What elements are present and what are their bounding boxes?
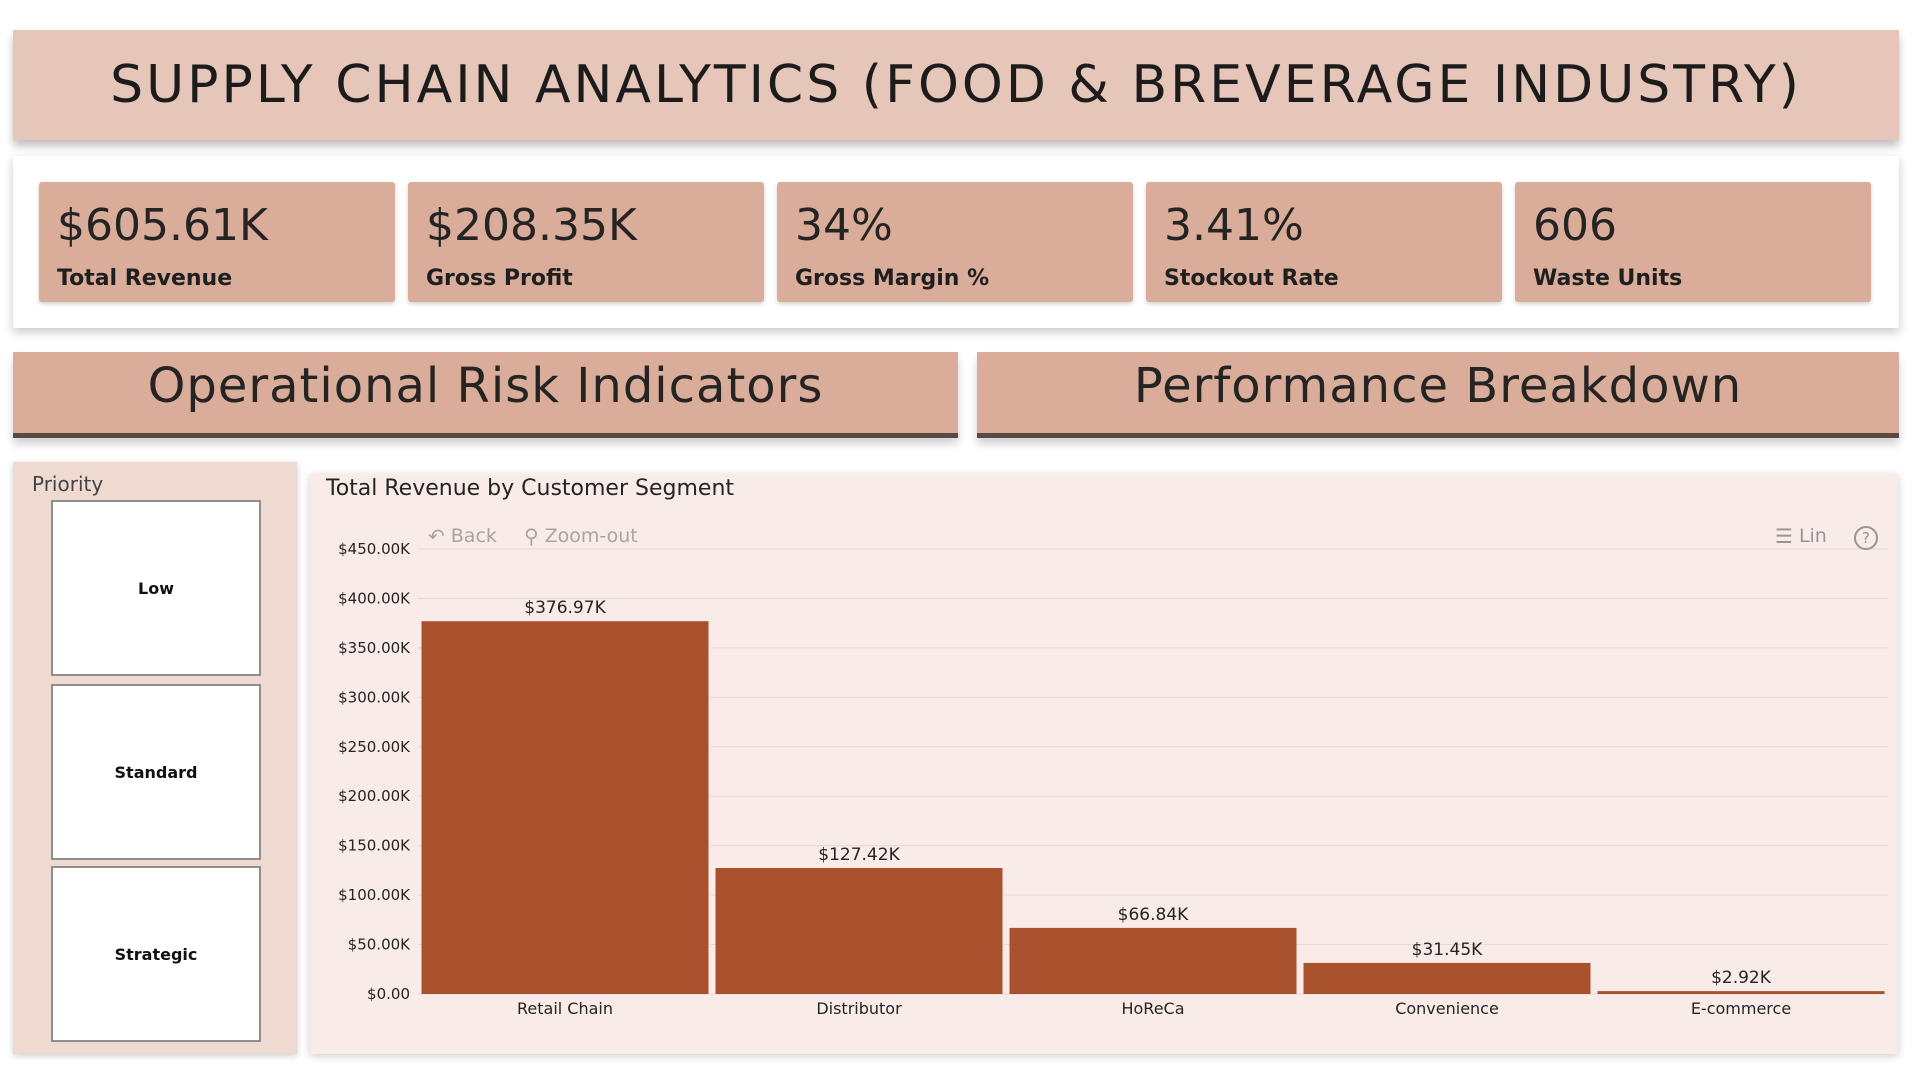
- kpi-label: Stockout Rate: [1164, 266, 1339, 291]
- priority-slicer: Priority Low Standard Strategic: [13, 462, 297, 1054]
- y-tick-label: $350.00K: [338, 639, 411, 657]
- bar: [1597, 991, 1885, 994]
- y-tick-label: $150.00K: [338, 837, 411, 855]
- section-header-operational-risk: Operational Risk Indicators: [13, 352, 958, 438]
- kpi-strip: $605.61K Total Revenue $208.35K Gross Pr…: [13, 156, 1899, 328]
- section-title: Operational Risk Indicators: [147, 358, 824, 414]
- section-header-performance-breakdown: Performance Breakdown: [977, 352, 1899, 438]
- bar: [1009, 927, 1297, 994]
- kpi-card-gross-margin[interactable]: 34% Gross Margin %: [777, 182, 1133, 302]
- slicer-title: Priority: [32, 472, 104, 496]
- chart-canvas: $0.00 $50.00K $100.00K $150.00K $200.00K $250…: [338, 540, 1888, 1018]
- data-label: $127.42K: [818, 845, 900, 865]
- y-tick-label: $0.00: [367, 985, 410, 1003]
- list-icon: ☰: [1775, 524, 1793, 548]
- data-label: $2.92K: [1711, 968, 1772, 988]
- y-tick-label: $450.00K: [338, 540, 411, 558]
- kpi-card-gross-profit[interactable]: $208.35K Gross Profit: [408, 182, 764, 302]
- y-tick-label: $250.00K: [338, 738, 411, 756]
- x-tick-label: E-commerce: [1691, 999, 1791, 1018]
- x-tick-label: Convenience: [1395, 999, 1499, 1018]
- x-tick-label: Distributor: [816, 999, 902, 1018]
- help-icon[interactable]: ?: [1854, 526, 1878, 550]
- y-tick-label: $200.00K: [338, 787, 411, 805]
- dashboard-title: SUPPLY CHAIN ANALYTICS (FOOD & BREVERAGE…: [110, 55, 1802, 115]
- back-arrow-icon: ↶: [428, 524, 445, 548]
- slicer-option-label: Low: [138, 578, 174, 598]
- y-tick-label: $300.00K: [338, 688, 411, 706]
- kpi-label: Gross Margin %: [795, 266, 990, 291]
- kpi-card-stockout-rate[interactable]: 3.41% Stockout Rate: [1146, 182, 1502, 302]
- revenue-by-segment-chart: $0.00 $50.00K $100.00K $150.00K $200.00K $250…: [310, 474, 1898, 1054]
- back-label: Back: [450, 525, 497, 547]
- dashboard-title-bar: SUPPLY CHAIN ANALYTICS (FOOD & BREVERAGE…: [13, 30, 1899, 140]
- kpi-label: Waste Units: [1533, 266, 1683, 291]
- kpi-card-total-revenue[interactable]: $605.61K Total Revenue: [39, 182, 395, 302]
- bar: [421, 621, 709, 994]
- chart-title: Total Revenue by Customer Segment: [326, 476, 735, 501]
- data-label: $31.45K: [1412, 940, 1483, 960]
- y-tick-label: $400.00K: [338, 589, 411, 607]
- slicer-option-label: Strategic: [114, 944, 198, 964]
- zoom-out-icon: ⚲: [524, 524, 539, 548]
- kpi-value: 34%: [795, 200, 893, 251]
- bar: [715, 867, 1003, 994]
- zoom-out-label: Zoom-out: [544, 525, 638, 547]
- slicer-option-strategic[interactable]: Strategic: [51, 866, 261, 1042]
- data-label: $66.84K: [1118, 905, 1189, 925]
- kpi-value: 606: [1533, 200, 1617, 251]
- bar: [1303, 962, 1591, 994]
- kpi-value: 3.41%: [1164, 200, 1304, 251]
- kpi-label: Total Revenue: [57, 266, 233, 291]
- lin-label: Lin: [1798, 525, 1827, 547]
- y-tick-label: $100.00K: [338, 886, 411, 904]
- section-title: Performance Breakdown: [1133, 358, 1743, 414]
- y-tick-label: $50.00K: [348, 936, 411, 954]
- data-label: $376.97K: [524, 598, 606, 618]
- kpi-card-waste-units[interactable]: 606 Waste Units: [1515, 182, 1871, 302]
- zoom-out-button[interactable]: ⚲ Zoom-out: [524, 524, 638, 548]
- back-button[interactable]: ↶ Back: [428, 524, 497, 548]
- slicer-option-label: Standard: [114, 762, 198, 782]
- kpi-label: Gross Profit: [426, 266, 573, 291]
- slicer-option-low[interactable]: Low: [51, 500, 261, 676]
- x-tick-label: HoReCa: [1121, 999, 1184, 1018]
- x-tick-label: Retail Chain: [517, 999, 613, 1018]
- kpi-value: $605.61K: [57, 200, 268, 251]
- kpi-value: $208.35K: [426, 200, 637, 251]
- lin-toggle-button[interactable]: ☰ Lin: [1775, 524, 1827, 548]
- slicer-option-standard[interactable]: Standard: [51, 684, 261, 860]
